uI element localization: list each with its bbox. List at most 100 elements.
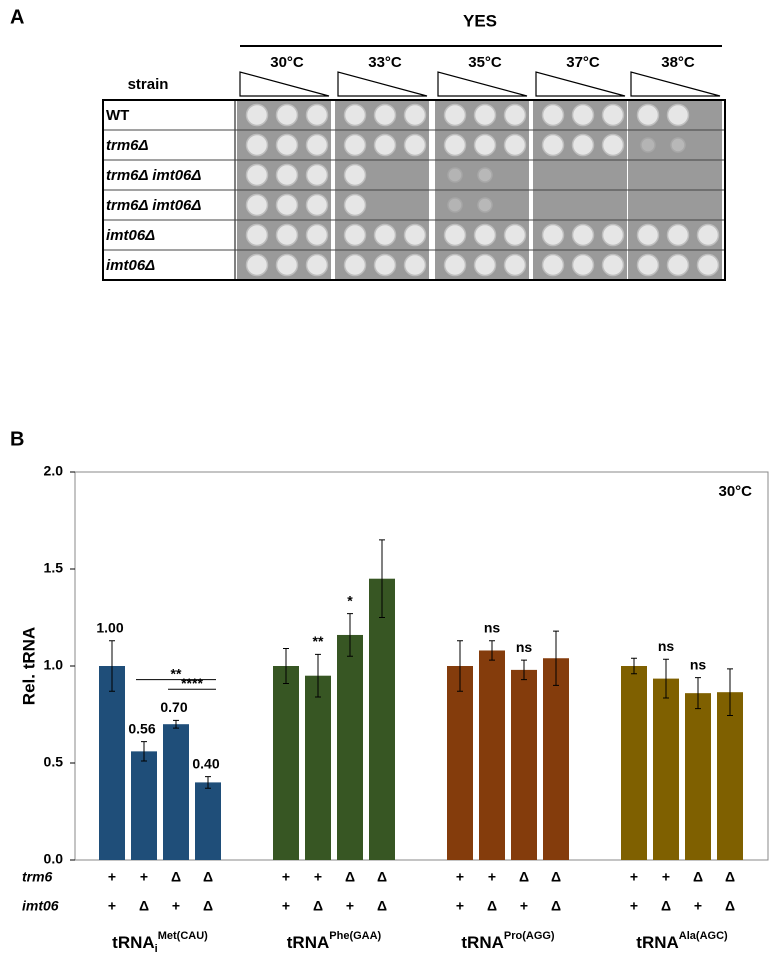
genotype: Δ <box>487 898 497 914</box>
y-axis-title: Rel. tRNA <box>19 627 38 705</box>
colony-spot <box>343 223 367 247</box>
condition: YES <box>463 11 497 30</box>
colony-spot <box>373 103 397 127</box>
value-label: 0.56 <box>128 720 155 736</box>
colony-spot <box>275 223 299 247</box>
genotype: Δ <box>345 869 355 885</box>
comparison-label: ** <box>171 665 182 681</box>
genotype: Δ <box>377 898 387 914</box>
y-tick-label: 2.0 <box>44 463 64 479</box>
comparison-label: **** <box>181 675 203 691</box>
colony-spot <box>403 253 427 277</box>
colony-spot <box>275 103 299 127</box>
error-bar <box>553 630 559 686</box>
group-sup: Phe(GAA) <box>329 930 381 942</box>
colony-spot <box>305 133 329 157</box>
bar <box>717 692 743 860</box>
genotype: + <box>662 869 670 885</box>
colony-spot <box>245 223 269 247</box>
genotype: Δ <box>551 898 561 914</box>
colony-spot <box>275 253 299 277</box>
colony-spot <box>640 137 656 153</box>
error-bar <box>379 539 385 618</box>
colony-spot <box>541 103 565 127</box>
temperature: 33°C <box>368 54 402 71</box>
colony-spot <box>305 223 329 247</box>
genotype: Δ <box>693 869 703 885</box>
colony-spot <box>443 133 467 157</box>
significance: ns <box>658 638 675 654</box>
group-label: tRNAPro(AGG) <box>461 930 555 953</box>
colony-spot <box>245 103 269 127</box>
significance: * <box>347 592 353 608</box>
genotype: + <box>520 898 528 914</box>
error-bar <box>663 658 669 699</box>
group-label: tRNAAla(AGC) <box>636 930 728 953</box>
significance: ** <box>313 633 324 649</box>
bar <box>653 678 679 860</box>
strain-label: trm6Δ imt06Δ <box>106 167 201 184</box>
colony-spot <box>343 253 367 277</box>
genotype: Δ <box>551 869 561 885</box>
error-bar <box>695 677 701 710</box>
strain-label: imt06Δ <box>106 227 155 244</box>
colony-spot <box>541 133 565 157</box>
bar <box>195 782 221 860</box>
error-bar <box>173 719 179 729</box>
colony-spot <box>503 253 527 277</box>
bar <box>273 666 299 860</box>
value-label: 0.40 <box>192 755 219 771</box>
colony-spot <box>666 103 690 127</box>
bar <box>163 724 189 860</box>
colony-spot <box>373 223 397 247</box>
value-label: 0.70 <box>160 699 187 715</box>
dilution-triangle <box>630 71 721 97</box>
colony-spot <box>305 193 329 217</box>
panel-label: A <box>10 6 24 28</box>
group-sup: Met(CAU) <box>158 930 208 942</box>
bar <box>511 669 537 860</box>
colony-spot <box>245 193 269 217</box>
colony-spot <box>601 133 625 157</box>
bar <box>99 666 125 860</box>
colony-spot <box>343 133 367 157</box>
y-tick-label: 1.0 <box>44 657 64 673</box>
bar-chart: 0.0 0.5 1.0 1.5 2.0 trm6 imt06 1.00 + +0.56 + Δ 0.70… <box>22 463 743 955</box>
error-bar <box>347 613 353 657</box>
colony-spot <box>541 223 565 247</box>
bar <box>447 666 473 860</box>
genotype: + <box>172 898 180 914</box>
genotype: Δ <box>725 869 735 885</box>
dilution-triangle <box>535 71 626 97</box>
dilution-triangle <box>437 71 528 97</box>
group-sup: Pro(AGG) <box>504 930 555 942</box>
significance: ns <box>516 639 533 655</box>
group-name: tRNA <box>636 933 679 952</box>
colony-spot <box>473 253 497 277</box>
colony-spot <box>666 253 690 277</box>
y-tick-label: 0.5 <box>44 754 64 770</box>
error-bar <box>489 640 495 661</box>
genotype: Δ <box>171 869 181 885</box>
genotype: Δ <box>139 898 149 914</box>
genotype: + <box>630 869 638 885</box>
colony-spot <box>373 253 397 277</box>
colony-spot <box>305 103 329 127</box>
genotype: Δ <box>203 898 213 914</box>
colony-spot <box>696 223 720 247</box>
strain-label: WT <box>106 107 129 124</box>
group-name: tRNA <box>287 933 330 952</box>
colony-spot <box>275 193 299 217</box>
colony-spot <box>696 253 720 277</box>
colony-spot <box>636 253 660 277</box>
error-bar <box>521 659 527 681</box>
error-bar <box>141 741 147 762</box>
genotype: + <box>108 869 116 885</box>
colony-spot <box>447 197 463 213</box>
strain-header: strain <box>128 76 169 93</box>
colony-spot <box>403 223 427 247</box>
colony-spot <box>245 133 269 157</box>
temperature: 35°C <box>468 54 502 71</box>
temperature: 38°C <box>661 54 695 71</box>
